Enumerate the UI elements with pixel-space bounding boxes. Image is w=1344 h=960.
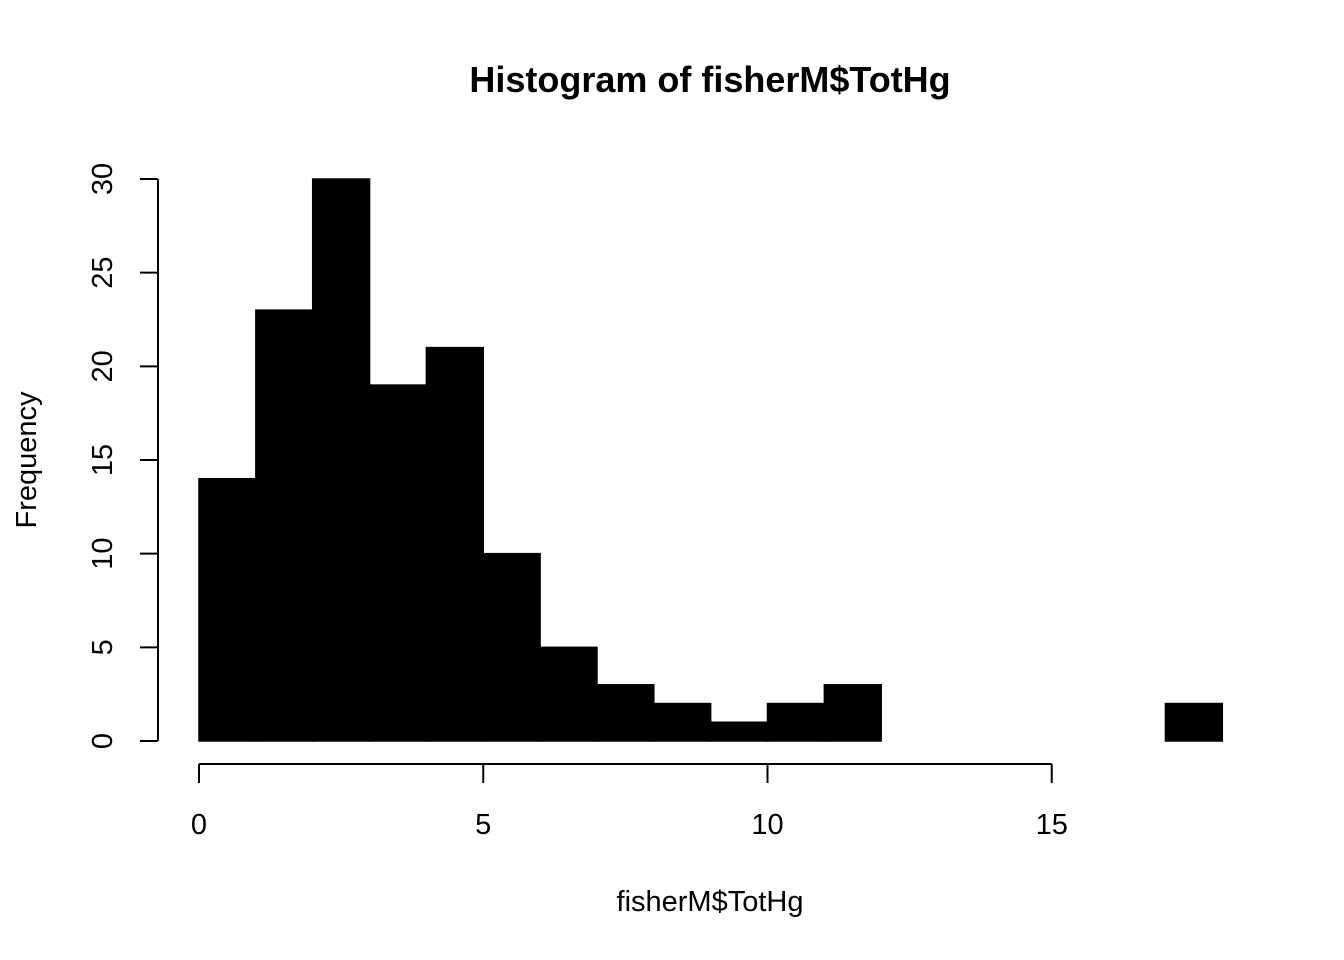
y-tick-label: 30 [87, 163, 119, 195]
y-tick-label: 15 [87, 444, 119, 476]
histogram-bar [368, 384, 428, 742]
histogram-bar [596, 684, 655, 742]
y-tick-label: 25 [87, 257, 119, 289]
y-axis-label: Frequency [11, 391, 43, 529]
y-tick-label: 10 [87, 538, 119, 570]
x-tick-label: 10 [751, 809, 783, 841]
bars-group [198, 178, 1224, 742]
y-axis: 0 5 10 15 20 25 30 [87, 163, 159, 749]
histogram-bar [255, 309, 314, 742]
histogram-bar [482, 552, 541, 742]
histogram-bar [1164, 702, 1224, 742]
histogram-bar [823, 684, 882, 742]
histogram-bar [198, 477, 257, 742]
histogram-bar [425, 346, 484, 742]
y-tick-label: 0 [87, 733, 119, 749]
y-tick-label: 5 [87, 639, 119, 655]
histogram-bar [766, 702, 826, 742]
histogram-bar [311, 178, 371, 742]
x-tick-label: 5 [475, 809, 491, 841]
x-tick-label: 15 [1036, 809, 1068, 841]
y-tick-label: 20 [87, 350, 119, 382]
histogram-bar [653, 702, 712, 742]
chart-title: Histogram of fisherM$TotHg [469, 59, 950, 100]
histogram-bar [709, 721, 769, 742]
x-axis-label: fisherM$TotHg [617, 886, 804, 918]
histogram-bar [539, 646, 598, 742]
x-tick-label: 0 [191, 809, 207, 841]
x-axis: 0 5 10 15 [191, 763, 1068, 841]
